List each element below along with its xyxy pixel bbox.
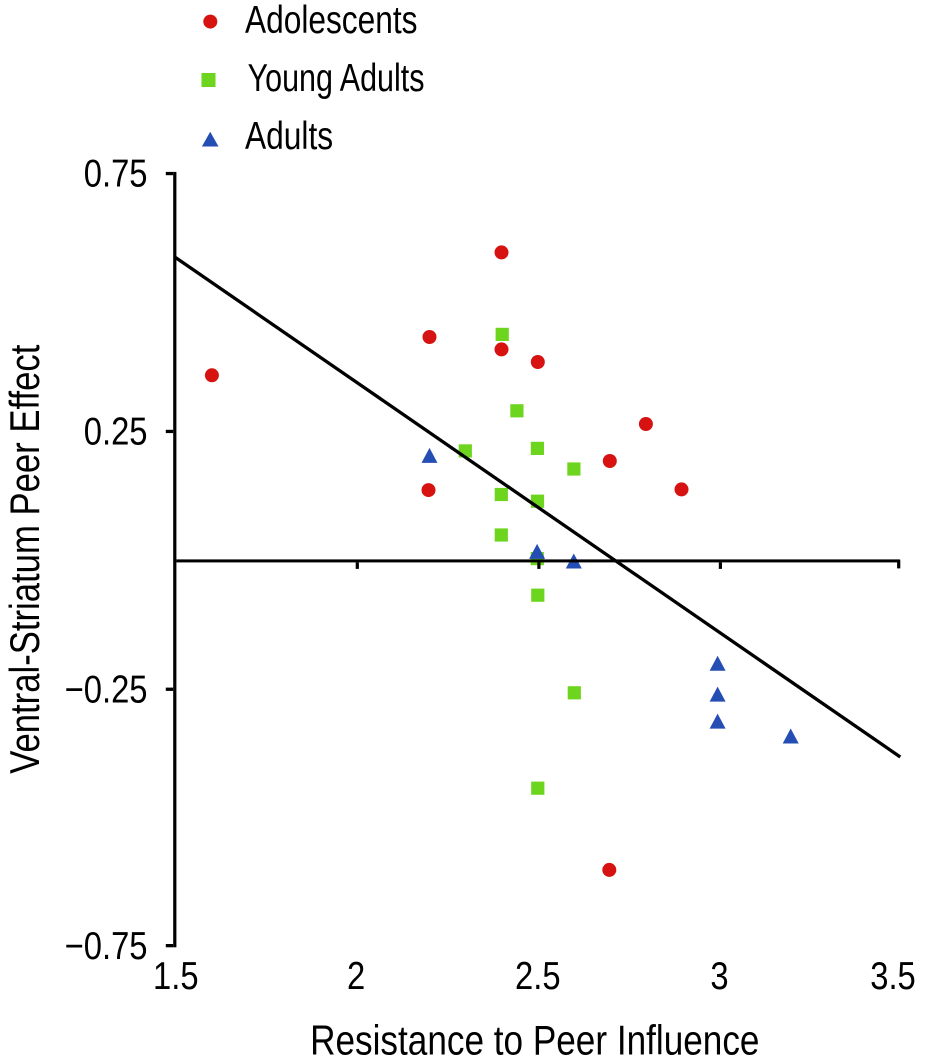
- svg-text:Resistance to Peer Influence: Resistance to Peer Influence: [310, 1018, 759, 1063]
- svg-text:−0.25: −0.25: [65, 667, 148, 711]
- svg-text:0.75: 0.75: [84, 151, 148, 195]
- svg-text:Adults: Adults: [245, 114, 333, 158]
- svg-text:0.25: 0.25: [84, 409, 148, 453]
- svg-text:3: 3: [710, 953, 728, 997]
- svg-text:1.5: 1.5: [153, 953, 199, 997]
- svg-text:2.5: 2.5: [515, 953, 561, 997]
- svg-text:−0.75: −0.75: [65, 923, 148, 967]
- svg-text:Ventral-Striatum Peer Effect: Ventral-Striatum Peer Effect: [2, 344, 49, 773]
- svg-text:Adolescents: Adolescents: [245, 0, 417, 42]
- svg-text:2: 2: [347, 953, 365, 997]
- svg-text:Young Adults: Young Adults: [248, 57, 425, 100]
- svg-text:3.5: 3.5: [870, 953, 916, 997]
